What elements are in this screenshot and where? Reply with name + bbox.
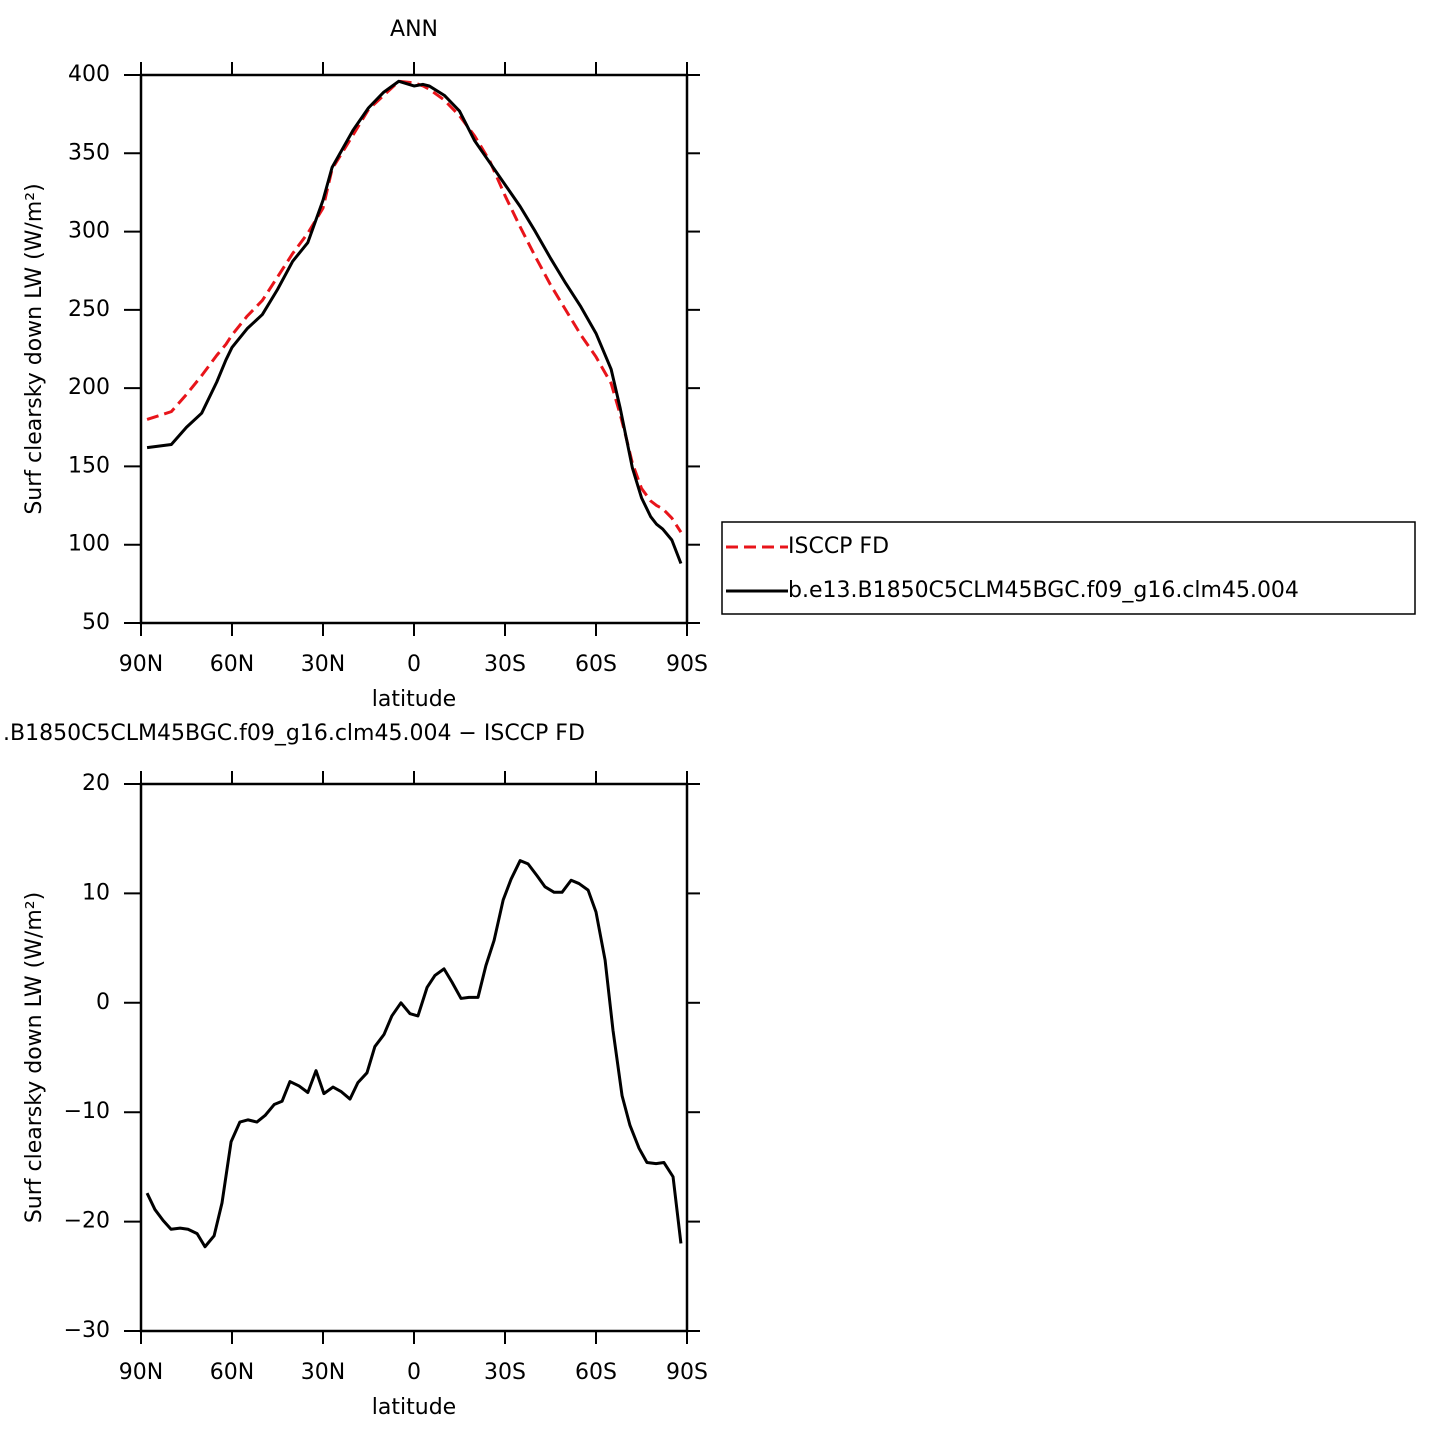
y-tick-label: 0 [96, 990, 110, 1015]
data-line [145, 859, 683, 1249]
y-tick-label: −30 [64, 1318, 110, 1343]
data-line [146, 79, 683, 565]
x-tick-label: 90N [119, 1360, 163, 1385]
x-tick-label: 90S [666, 1360, 708, 1385]
y-tick-label: 200 [68, 375, 110, 400]
x-tick-label: 30S [484, 652, 526, 677]
chart-title: .B1850C5CLM45BGC.f09_g16.clm45.004 − ISC… [3, 721, 585, 746]
y-tick-label: 350 [68, 140, 110, 165]
x-axis-label: latitude [372, 687, 456, 712]
x-tick-label: 30N [301, 652, 345, 677]
x-tick-label: 60S [575, 1360, 617, 1385]
y-tick-label: 10 [82, 880, 110, 905]
x-tick-label: 30S [484, 1360, 526, 1385]
chart-title: ANN [390, 17, 438, 42]
x-tick-label: 60N [210, 1360, 254, 1385]
y-tick-label: −20 [64, 1209, 110, 1234]
x-tick-label: 30N [301, 1360, 345, 1385]
x-tick-label: 90N [119, 652, 163, 677]
data-line [146, 79, 683, 534]
y-tick-label: 50 [82, 610, 110, 635]
y-tick-label: 400 [68, 62, 110, 87]
y-tick-label: 100 [68, 532, 110, 557]
y-tick-label: 20 [82, 771, 110, 796]
x-tick-label: 60N [210, 652, 254, 677]
plot-frame [139, 782, 689, 1333]
x-tick-label: 0 [407, 1360, 421, 1385]
legend-label: ISCCP FD [788, 534, 889, 559]
plot-frame [139, 73, 689, 625]
y-tick-label: 250 [68, 297, 110, 322]
legend-box [721, 521, 1416, 615]
y-axis-label: Surf clearsky down LW (W/m²) [22, 892, 47, 1223]
legend-label: b.e13.B1850C5CLM45BGC.f09_g16.clm45.004 [788, 578, 1299, 603]
y-axis-label: Surf clearsky down LW (W/m²) [22, 183, 47, 514]
y-tick-label: 300 [68, 219, 110, 244]
x-tick-label: 0 [407, 652, 421, 677]
y-tick-label: 150 [68, 453, 110, 478]
x-tick-label: 60S [575, 652, 617, 677]
y-tick-label: −10 [64, 1099, 110, 1124]
x-axis-label: latitude [372, 1395, 456, 1420]
x-tick-label: 90S [666, 652, 708, 677]
